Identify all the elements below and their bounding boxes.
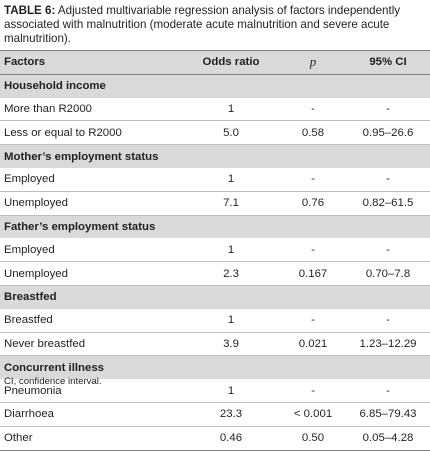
cell-factor: Employed: [0, 238, 182, 263]
cell-p-value: -: [280, 97, 346, 122]
cell-odds-ratio: 0.46: [182, 426, 280, 451]
group-title: Household income: [0, 74, 430, 98]
cell-ci: 6.85–79.43: [346, 402, 430, 427]
cell-p-value: 0.167: [280, 261, 346, 286]
cell-odds-ratio: 7.1: [182, 191, 280, 216]
cell-odds-ratio: 3.9: [182, 332, 280, 357]
cell-odds-ratio: 5.0: [182, 120, 280, 146]
table-row: Breastfed 1- -: [0, 308, 430, 333]
regression-table: Factors Odds ratio p 95% CI Household in…: [0, 50, 430, 451]
header-ci: 95% CI: [346, 50, 430, 75]
cell-p-value: 0.50: [280, 426, 346, 451]
cell-factor: Less or equal to R2000: [0, 120, 182, 146]
cell-odds-ratio: 1: [182, 379, 280, 403]
table-header-row: Factors Odds ratio p 95% CI: [0, 50, 430, 75]
table-row: Less or equal to R2000 5.0 0.58 0.95–26.6: [0, 120, 430, 146]
group-row: Father’s employment status: [0, 215, 430, 239]
cell-factor: Employed: [0, 167, 182, 192]
table-body: Household income More than R2000 1- - Less o…: [0, 74, 430, 451]
table-page: TABLE 6: Adjusted multivariable regressi…: [0, 4, 430, 451]
cell-p-value: -: [280, 167, 346, 192]
cell-factor: Other: [0, 426, 182, 451]
cell-ci: -: [346, 97, 430, 122]
table-label: TABLE 6:: [4, 4, 56, 17]
cell-ci: 0.82–61.5: [346, 191, 430, 216]
cell-odds-ratio: 1: [182, 308, 280, 333]
header-odds-ratio: Odds ratio: [182, 50, 280, 75]
table-row: Never breastfed 3.9 0.021 1.23–12.29: [0, 332, 430, 357]
table-row: Pneumonia 1- -: [0, 379, 430, 403]
cell-odds-ratio: 1: [182, 238, 280, 263]
table-footnote: CI, confidence interval.: [4, 376, 102, 387]
group-title: Mother’s employment status: [0, 144, 430, 168]
cell-factor: Diarrhoea: [0, 402, 182, 427]
cell-odds-ratio: 23.3: [182, 402, 280, 427]
cell-p-value: 0.76: [280, 191, 346, 216]
header-factors: Factors: [0, 50, 182, 75]
cell-ci: 0.95–26.6: [346, 120, 430, 146]
cell-ci: 1.23–12.29: [346, 332, 430, 357]
table-row: Employed 1- -: [0, 238, 430, 263]
cell-p-value: -: [280, 238, 346, 263]
cell-p-value: -: [280, 379, 346, 403]
cell-ci: 0.70–7.8: [346, 261, 430, 286]
cell-factor: Unemployed: [0, 261, 182, 286]
cell-p-value: 0.021: [280, 332, 346, 357]
group-row: Household income: [0, 74, 430, 98]
cell-odds-ratio: 1: [182, 167, 280, 192]
table-row: More than R2000 1- -: [0, 97, 430, 122]
cell-ci: -: [346, 167, 430, 192]
cell-factor: Never breastfed: [0, 332, 182, 357]
group-title: Concurrent illness: [0, 355, 430, 380]
group-title: Father’s employment status: [0, 215, 430, 239]
cell-ci: -: [346, 238, 430, 263]
group-row: Mother’s employment status: [0, 144, 430, 168]
table-caption-text: Adjusted multivariable regression analys…: [4, 4, 401, 45]
header-p-label: p: [309, 54, 317, 70]
cell-factor: Breastfed: [0, 308, 182, 333]
cell-odds-ratio: 2.3: [182, 261, 280, 286]
cell-p-value: -: [280, 308, 346, 333]
cell-odds-ratio: 1: [182, 97, 280, 122]
cell-ci: -: [346, 308, 430, 333]
group-row: Concurrent illness: [0, 355, 430, 380]
cell-ci: 0.05–4.28: [346, 426, 430, 451]
table-row: Other 0.46 0.50 0.05–4.28: [0, 426, 430, 451]
table-row: Unemployed 7.1 0.76 0.82–61.5: [0, 191, 430, 216]
table-row: Unemployed 2.3 0.167 0.70–7.8: [0, 261, 430, 286]
table-row: Diarrhoea 23.3 < 0.001 6.85–79.43: [0, 402, 430, 427]
cell-ci: -: [346, 379, 430, 403]
cell-factor: Unemployed: [0, 191, 182, 216]
group-row: Breastfed: [0, 285, 430, 309]
cell-p-value: 0.58: [280, 120, 346, 146]
cell-factor: More than R2000: [0, 97, 182, 122]
header-p: p: [280, 50, 346, 75]
table-row: Employed 1- -: [0, 167, 430, 192]
group-title: Breastfed: [0, 285, 430, 309]
table-caption: TABLE 6: Adjusted multivariable regressi…: [4, 4, 426, 46]
cell-p-value: < 0.001: [280, 402, 346, 427]
